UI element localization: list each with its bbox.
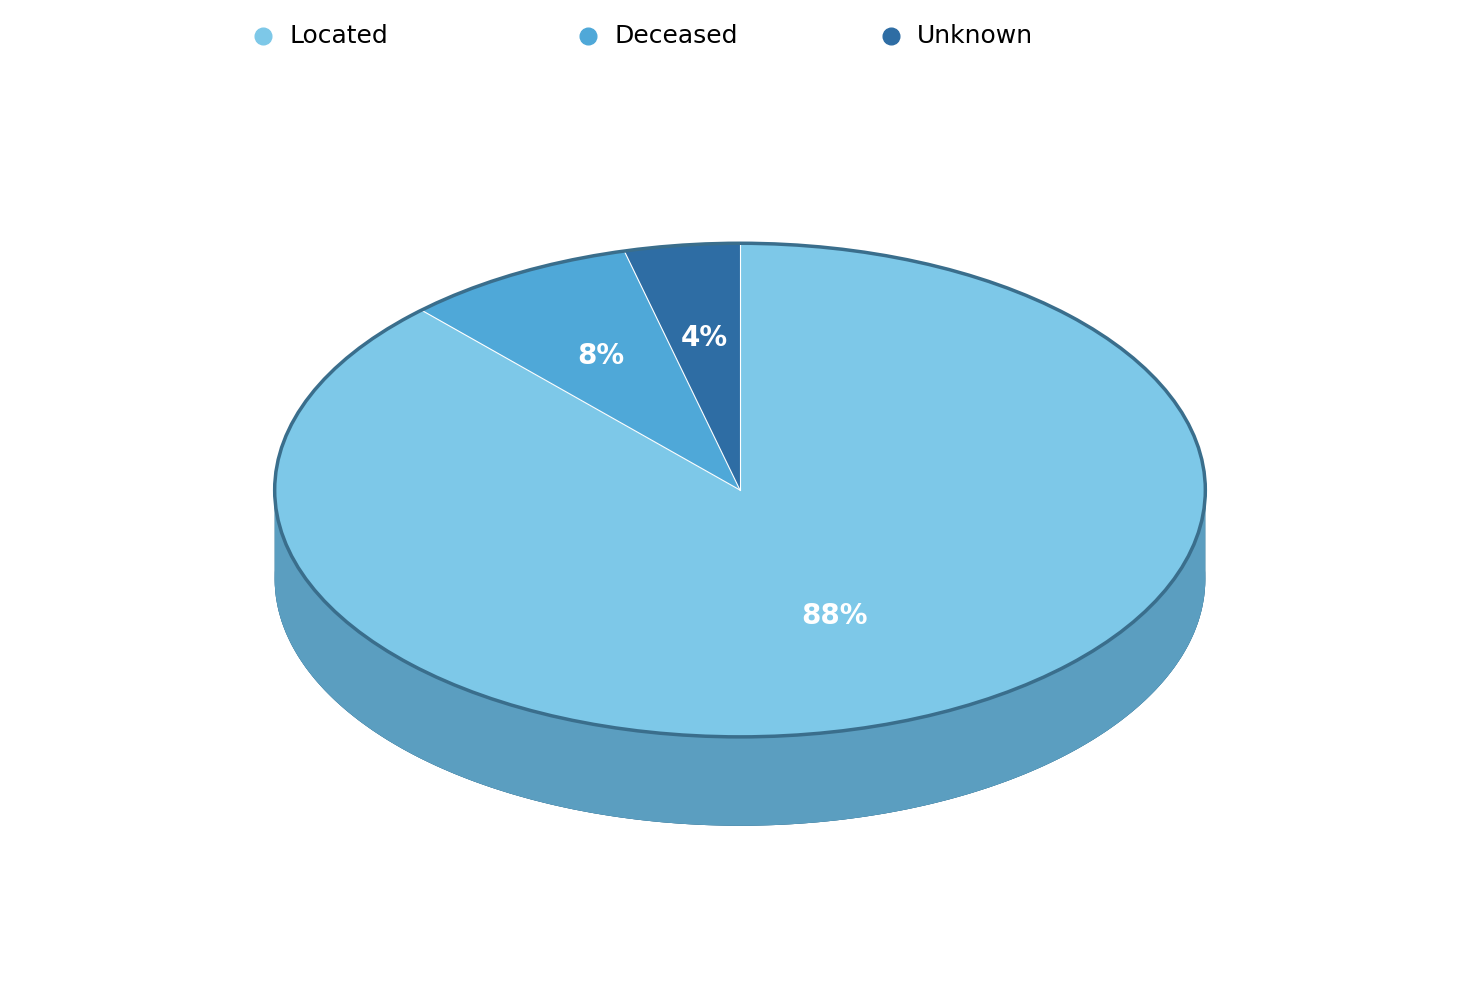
Polygon shape <box>275 490 1205 826</box>
Polygon shape <box>275 244 1205 737</box>
Polygon shape <box>422 251 740 490</box>
Text: Unknown: Unknown <box>918 24 1033 48</box>
Text: 4%: 4% <box>681 325 727 352</box>
Text: 8%: 8% <box>577 342 625 370</box>
Text: Located: Located <box>290 24 388 48</box>
Text: Deceased: Deceased <box>614 24 739 48</box>
Text: 88%: 88% <box>801 602 867 631</box>
Ellipse shape <box>275 332 1205 826</box>
Polygon shape <box>275 490 1205 826</box>
Polygon shape <box>625 244 740 490</box>
Polygon shape <box>740 244 1205 517</box>
